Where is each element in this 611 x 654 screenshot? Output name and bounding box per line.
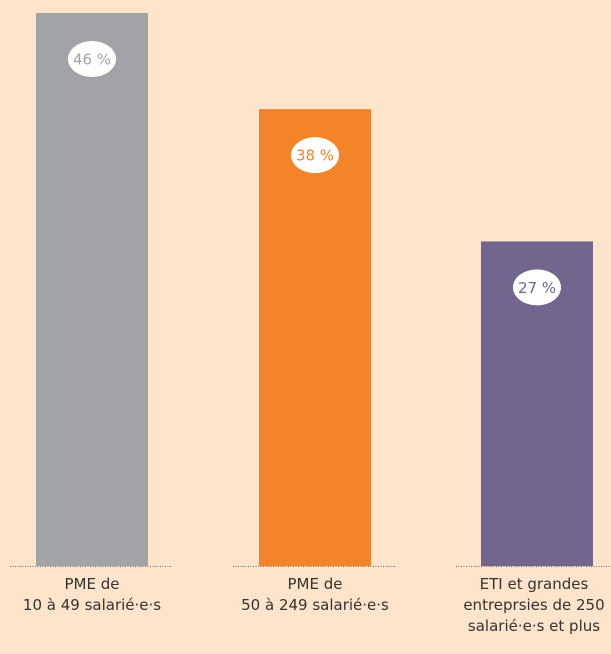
- category-label-3-line-2: entreprsies de 250: [463, 596, 605, 614]
- value-bubble-1: [68, 41, 116, 77]
- bar-2: [259, 109, 371, 566]
- bars: [36, 13, 593, 567]
- category-label-2-line-2: 50 à 249 salarié·e·s: [241, 596, 389, 614]
- category-label-1-line-2: 10 à 49 salarié·e·s: [22, 596, 162, 614]
- category-label-2-line-1: PME de: [287, 575, 343, 593]
- category-label-1-line-1: PME de: [64, 575, 120, 593]
- value-label-3: 27 %: [518, 279, 556, 297]
- value-labels: 46 % 38 % 27 %: [68, 41, 561, 306]
- category-label-3-line-1: ETI et grandes: [479, 575, 589, 593]
- category-label-3-line-3: salarié·e·s et plus: [467, 617, 601, 635]
- category-label-1: PME de 10 à 49 salarié·e·s: [7, 574, 177, 616]
- value-bubble-3: [513, 269, 561, 306]
- value-bubble-2: [291, 137, 339, 174]
- category-label-3: ETI et grandes entreprsies de 250 salarié·…: [459, 574, 609, 637]
- value-label-2: 38 %: [296, 147, 334, 165]
- bar-1: [36, 13, 148, 566]
- category-label-2: PME de 50 à 249 salarié·e·s: [230, 574, 400, 616]
- value-label-1: 46 %: [73, 51, 111, 69]
